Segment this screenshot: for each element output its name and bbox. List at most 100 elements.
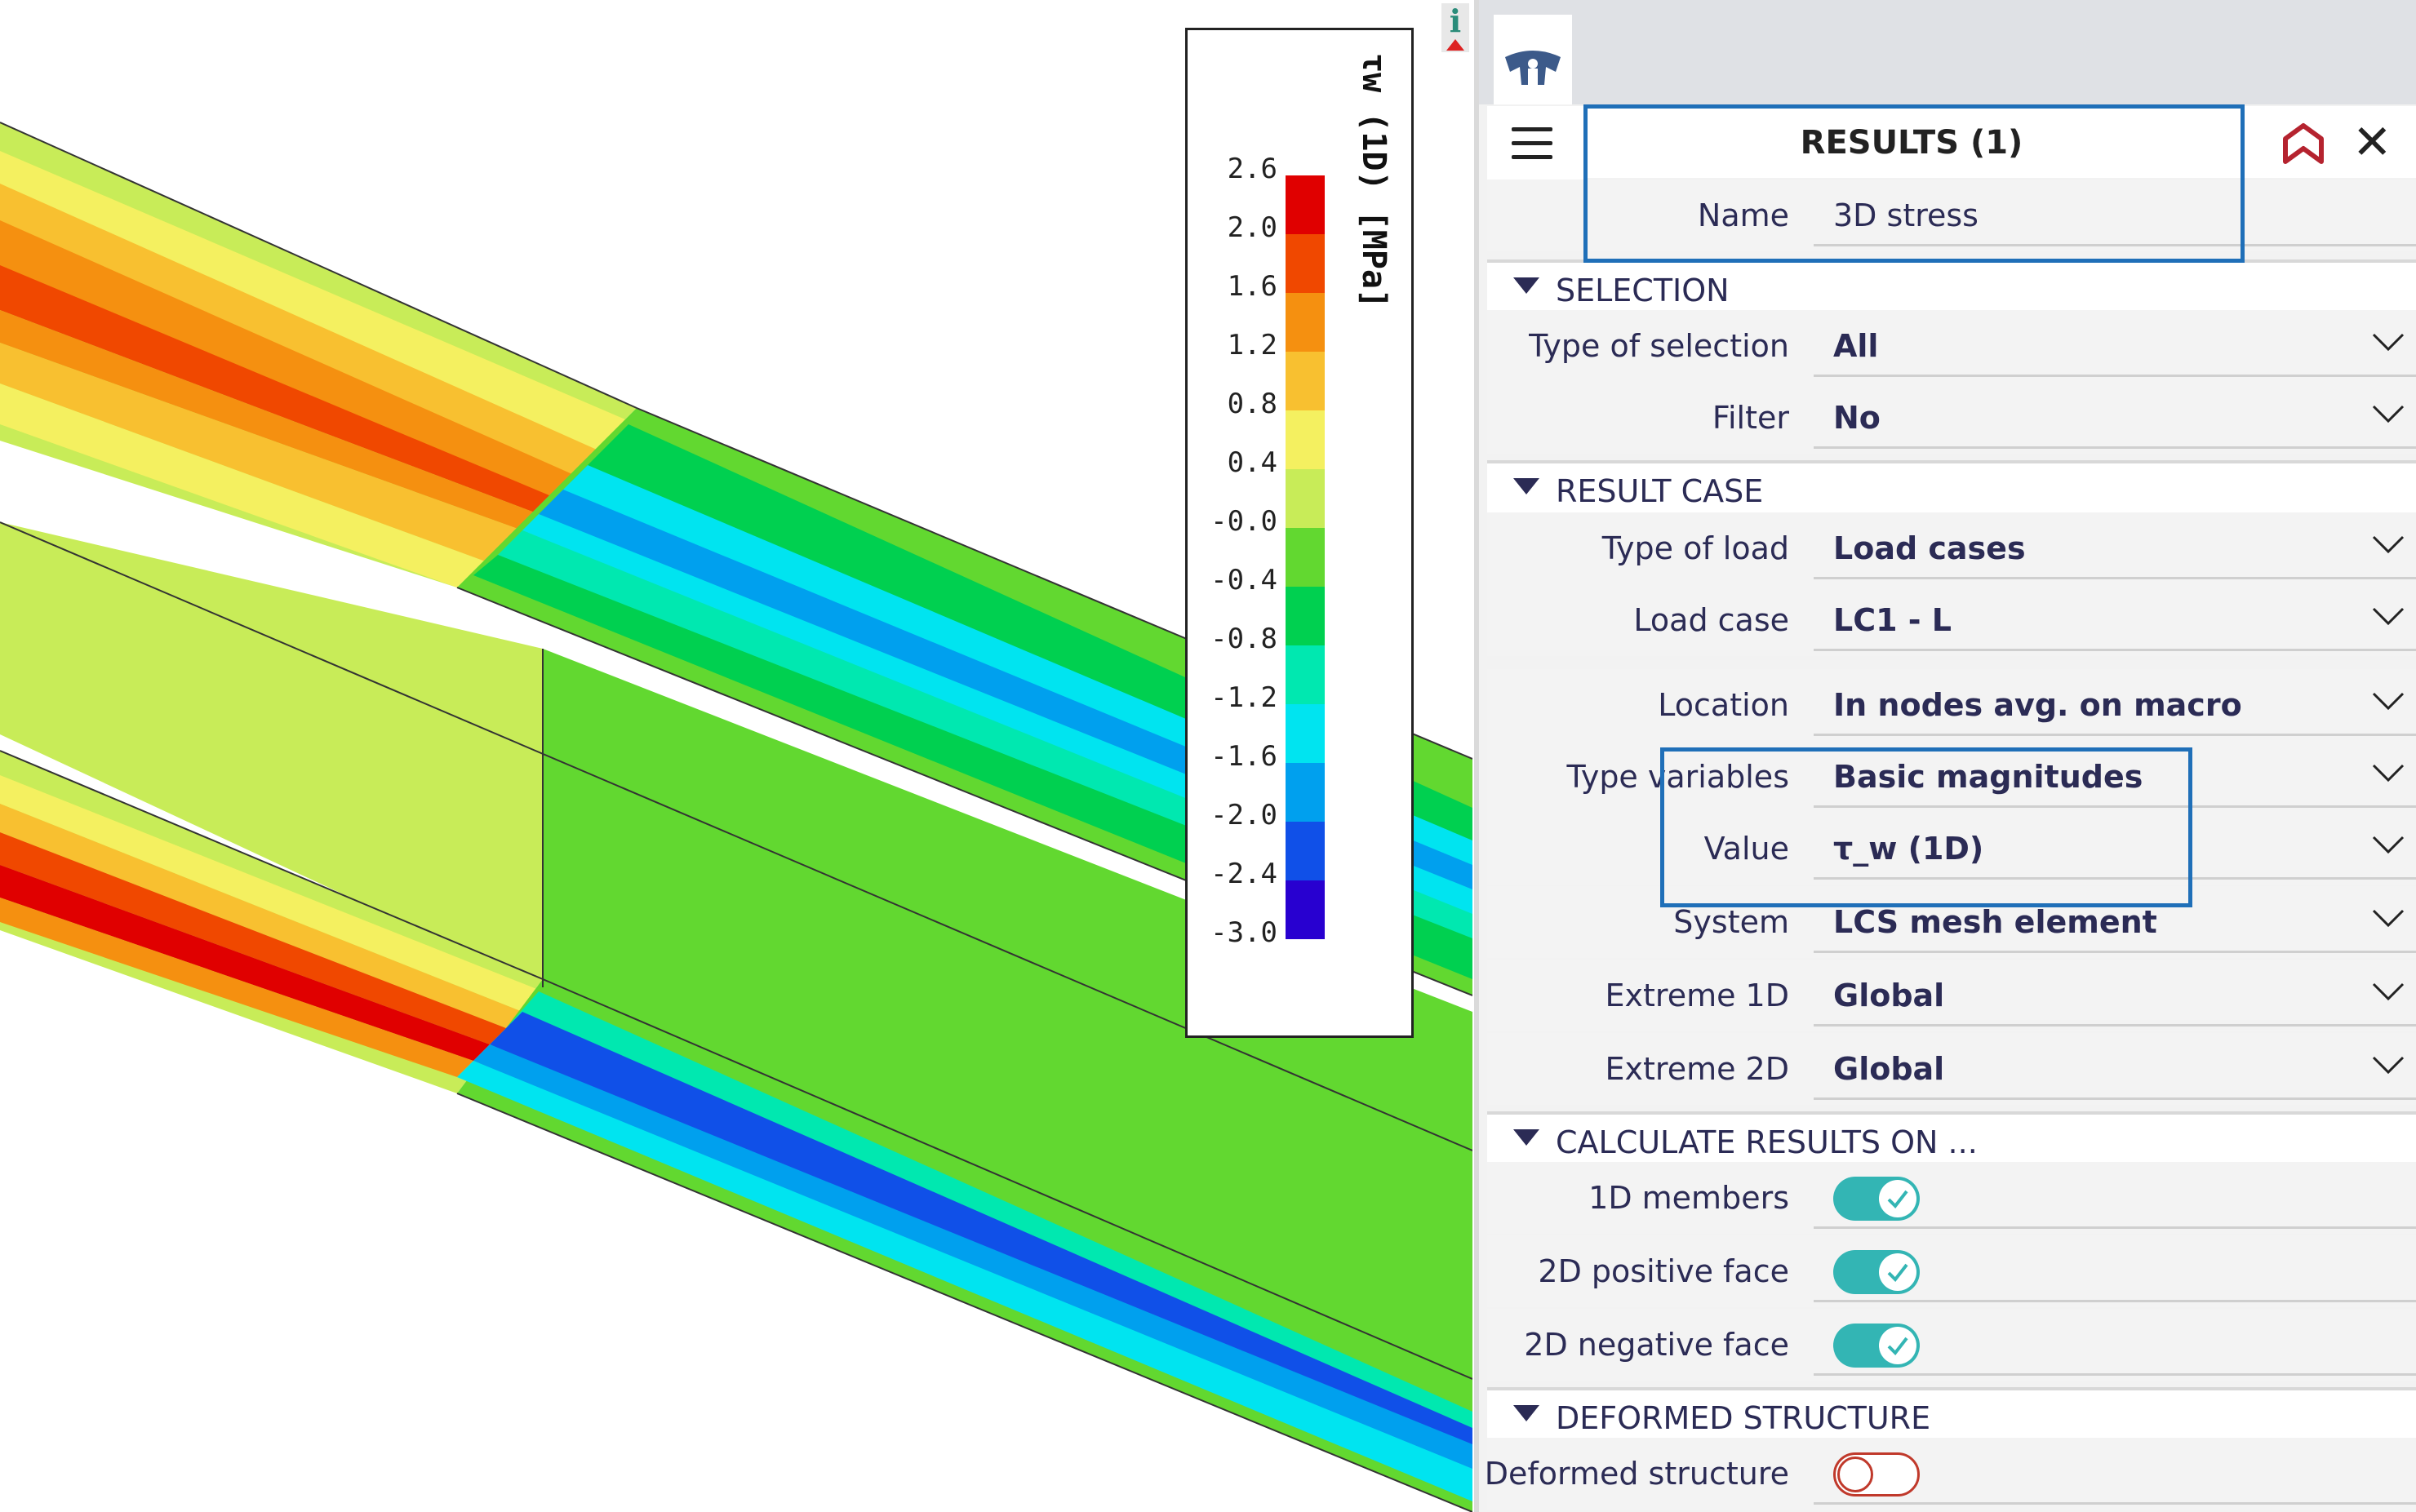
legend-title: τw (1D) [MPa]	[1355, 53, 1392, 309]
legend-swatch	[1286, 880, 1325, 939]
extreme-1d-dropdown[interactable]: Global	[1833, 978, 1945, 1013]
field-label: Value	[1703, 831, 1789, 867]
legend-tick: -1.2	[1210, 681, 1277, 714]
field-label: Type of selection	[1529, 328, 1789, 364]
legend-tick: 1.2	[1227, 329, 1277, 361]
positive-face-row: 2D positive face	[1487, 1235, 2416, 1307]
info-icon[interactable]: i	[1441, 3, 1469, 52]
type-variables-row[interactable]: Type variables Basic magnitudes	[1487, 741, 2416, 813]
collapse-triangle-icon	[1513, 478, 1539, 494]
pin-icon[interactable]	[2279, 121, 2328, 170]
legend-swatch	[1286, 645, 1325, 704]
extreme-2d-dropdown[interactable]: Global	[1833, 1051, 1945, 1087]
legend-swatch	[1286, 704, 1325, 763]
chevron-down-icon[interactable]	[2372, 906, 2405, 930]
legend-color-bar	[1286, 175, 1325, 939]
chevron-down-icon[interactable]	[2372, 689, 2405, 713]
value-row[interactable]: Value τ_w (1D)	[1487, 813, 2416, 885]
results-header: RESULTS (1) ✕	[1585, 106, 2416, 178]
legend-tick: 2.0	[1227, 211, 1277, 244]
legend-tick: -2.4	[1210, 858, 1277, 890]
type-of-selection-dropdown[interactable]: All	[1833, 328, 1879, 364]
type-of-selection-row[interactable]: Type of selection All	[1487, 310, 2416, 382]
field-label: 2D negative face	[1524, 1327, 1789, 1363]
field-label: Extreme 1D	[1605, 978, 1789, 1013]
chevron-down-icon[interactable]	[2372, 532, 2405, 556]
negative-face-toggle[interactable]	[1833, 1324, 1920, 1368]
field-label: Filter	[1712, 400, 1789, 436]
legend-tick: -0.0	[1210, 505, 1277, 538]
collapse-triangle-icon	[1513, 1405, 1539, 1421]
highlight-box-variables	[1660, 747, 2192, 907]
deformed-structure-row: Deformed structure	[1484, 1438, 2416, 1510]
legend-tick: 2.6	[1227, 153, 1277, 185]
collapse-triangle-icon	[1513, 277, 1539, 294]
legend-swatch	[1286, 234, 1325, 293]
name-input[interactable]: 3D stress	[1833, 197, 1979, 233]
hamburger-icon	[1512, 127, 1552, 160]
section-title: CALCULATE RESULTS ON ...	[1556, 1124, 1978, 1160]
legend-swatch	[1286, 293, 1325, 352]
system-row[interactable]: System LCS mesh element	[1487, 886, 2416, 958]
legend-swatch	[1286, 410, 1325, 469]
legend-tick: -0.8	[1210, 623, 1277, 655]
properties-panel: RESULTS (1) ✕ Name 3D stress SELECTION T…	[1474, 0, 2416, 1512]
field-label: 2D positive face	[1538, 1253, 1789, 1289]
legend-swatch	[1286, 469, 1325, 528]
chevron-down-icon[interactable]	[2372, 401, 2405, 426]
chevron-down-icon[interactable]	[2372, 832, 2405, 857]
legend-swatch	[1286, 587, 1325, 645]
legend-tick: 0.4	[1227, 446, 1277, 479]
chevron-down-icon[interactable]	[2372, 604, 2405, 628]
3d-viewport[interactable]: τw (1D) [MPa] 2.6 2.0 1.6 1.2 0.8 0.4 -0…	[0, 0, 1472, 1512]
extreme-1d-row[interactable]: Extreme 1D Global	[1487, 960, 2416, 1031]
members-1d-toggle[interactable]	[1833, 1177, 1920, 1221]
location-row[interactable]: Location In nodes avg. on macro	[1487, 669, 2416, 741]
legend-swatch	[1286, 528, 1325, 587]
chevron-down-icon[interactable]	[2372, 1053, 2405, 1077]
positive-face-toggle[interactable]	[1833, 1250, 1920, 1294]
highlight-box-results	[1583, 104, 2245, 263]
members-1d-row: 1D members	[1487, 1162, 2416, 1234]
chevron-down-icon[interactable]	[2372, 760, 2405, 785]
menu-button[interactable]	[1487, 106, 1585, 180]
legend-tick: 0.8	[1227, 388, 1277, 420]
load-case-dropdown[interactable]: LC1 - L	[1833, 602, 1952, 638]
section-result-case[interactable]: RESULT CASE	[1487, 460, 2416, 516]
filter-dropdown[interactable]: No	[1833, 400, 1881, 436]
section-selection[interactable]: SELECTION	[1487, 259, 2416, 315]
section-calculate-results[interactable]: CALCULATE RESULTS ON ...	[1487, 1111, 2416, 1167]
legend-tick: -1.6	[1210, 740, 1277, 773]
chevron-down-icon[interactable]	[2372, 330, 2405, 354]
app-logo-icon[interactable]	[1494, 15, 1572, 104]
value-dropdown[interactable]: τ_w (1D)	[1833, 831, 1984, 867]
filter-row[interactable]: Filter No	[1487, 382, 2416, 454]
extreme-2d-row[interactable]: Extreme 2D Global	[1487, 1033, 2416, 1105]
load-case-row[interactable]: Load case LC1 - L	[1487, 584, 2416, 656]
name-label: Name	[1697, 197, 1789, 233]
field-label: Deformed structure	[1484, 1456, 1789, 1492]
color-legend: τw (1D) [MPa] 2.6 2.0 1.6 1.2 0.8 0.4 -0…	[1185, 28, 1414, 1038]
field-label: Type of load	[1601, 530, 1789, 566]
legend-tick: 1.6	[1227, 270, 1277, 303]
panel-toolbar	[1479, 0, 2416, 104]
legend-tick: -0.4	[1210, 564, 1277, 596]
legend-tick: -3.0	[1210, 916, 1277, 949]
type-of-load-row[interactable]: Type of load Load cases	[1487, 512, 2416, 584]
deformed-structure-toggle[interactable]	[1833, 1452, 1920, 1496]
chevron-down-icon[interactable]	[2372, 979, 2405, 1004]
system-dropdown[interactable]: LCS mesh element	[1833, 904, 2157, 940]
collapse-triangle-icon	[1513, 1129, 1539, 1146]
type-variables-dropdown[interactable]: Basic magnitudes	[1833, 759, 2143, 795]
close-icon[interactable]: ✕	[2352, 114, 2392, 170]
section-title: DEFORMED STRUCTURE	[1556, 1400, 1931, 1436]
legend-swatch	[1286, 175, 1325, 234]
location-dropdown[interactable]: In nodes avg. on macro	[1833, 687, 2242, 723]
name-row: Name 3D stress	[1487, 180, 2416, 251]
section-title: SELECTION	[1556, 273, 1730, 308]
type-of-load-dropdown[interactable]: Load cases	[1833, 530, 2026, 566]
field-label: System	[1673, 904, 1789, 940]
section-title: RESULT CASE	[1556, 473, 1764, 509]
section-deformed-structure[interactable]: DEFORMED STRUCTURE	[1487, 1387, 2416, 1443]
field-label: Type variables	[1566, 759, 1789, 795]
